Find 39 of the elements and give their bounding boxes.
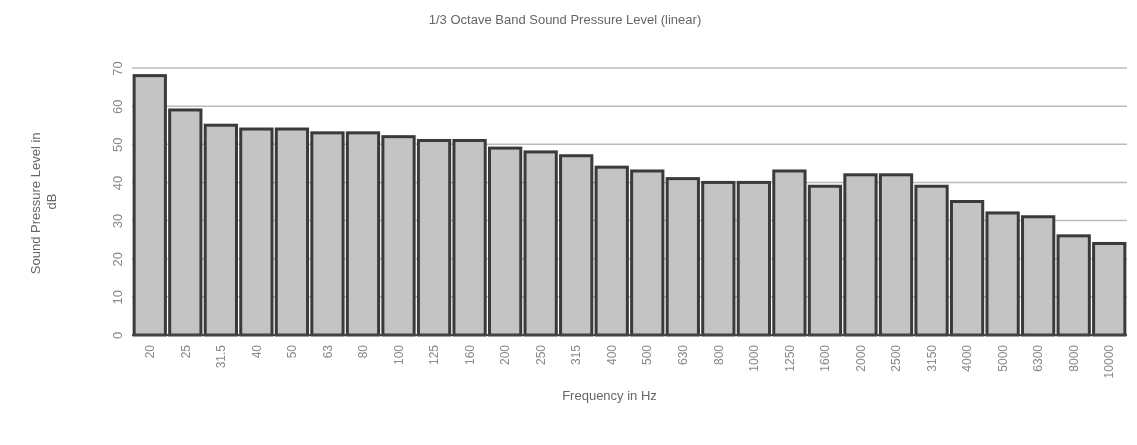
x-tick-label: 80 xyxy=(356,344,371,359)
x-tick-label: 31.5 xyxy=(214,344,229,369)
x-tick-label: 3150 xyxy=(924,344,939,372)
x-tick-label: 500 xyxy=(640,344,655,366)
x-tick-label: 125 xyxy=(427,344,442,366)
x-tick-label: 200 xyxy=(498,344,513,366)
y-tick-label: 0 xyxy=(110,331,126,340)
x-tick-label: 20 xyxy=(142,344,157,359)
x-axis-title: Frequency in Hz xyxy=(562,388,657,403)
x-tick-label: 1250 xyxy=(782,344,797,372)
y-tick-label: 60 xyxy=(110,99,126,114)
x-tick-label: 160 xyxy=(462,344,477,366)
x-tick-label: 4000 xyxy=(960,344,975,372)
x-tick-label: 40 xyxy=(249,344,264,359)
y-axis-title: Sound Pressure Level in dB xyxy=(28,128,59,275)
x-tick-label: 6300 xyxy=(1031,344,1046,372)
x-tick-label: 8000 xyxy=(1066,344,1081,372)
y-tick-label: 40 xyxy=(110,175,126,191)
x-tick-label: 63 xyxy=(320,344,335,359)
x-tick-label: 50 xyxy=(285,344,300,359)
x-tick-label: 100 xyxy=(391,344,406,366)
x-tick-label: 25 xyxy=(178,344,193,359)
y-tick-label: 70 xyxy=(110,61,126,76)
x-tick-label: 10000 xyxy=(1102,344,1117,379)
x-tick-label: 5000 xyxy=(995,344,1010,372)
x-tick-label: 250 xyxy=(533,344,548,366)
y-tick-label: 10 xyxy=(110,290,126,305)
y-tick-label: 50 xyxy=(110,137,126,153)
chart-title: 1/3 Octave Band Sound Pressure Level (linear) xyxy=(428,12,702,27)
y-tick-label: 30 xyxy=(110,213,126,229)
x-tick-label: 2500 xyxy=(889,344,904,372)
x-tick-label: 1600 xyxy=(818,344,833,372)
y-tick-label: 20 xyxy=(110,251,126,267)
x-tick-label: 1000 xyxy=(747,344,762,372)
x-tick-label: 800 xyxy=(711,344,726,366)
x-tick-label: 400 xyxy=(604,344,619,366)
x-tick-label: 315 xyxy=(569,344,584,366)
x-tick-label: 630 xyxy=(676,344,690,366)
x-tick-label: 2000 xyxy=(853,344,868,372)
